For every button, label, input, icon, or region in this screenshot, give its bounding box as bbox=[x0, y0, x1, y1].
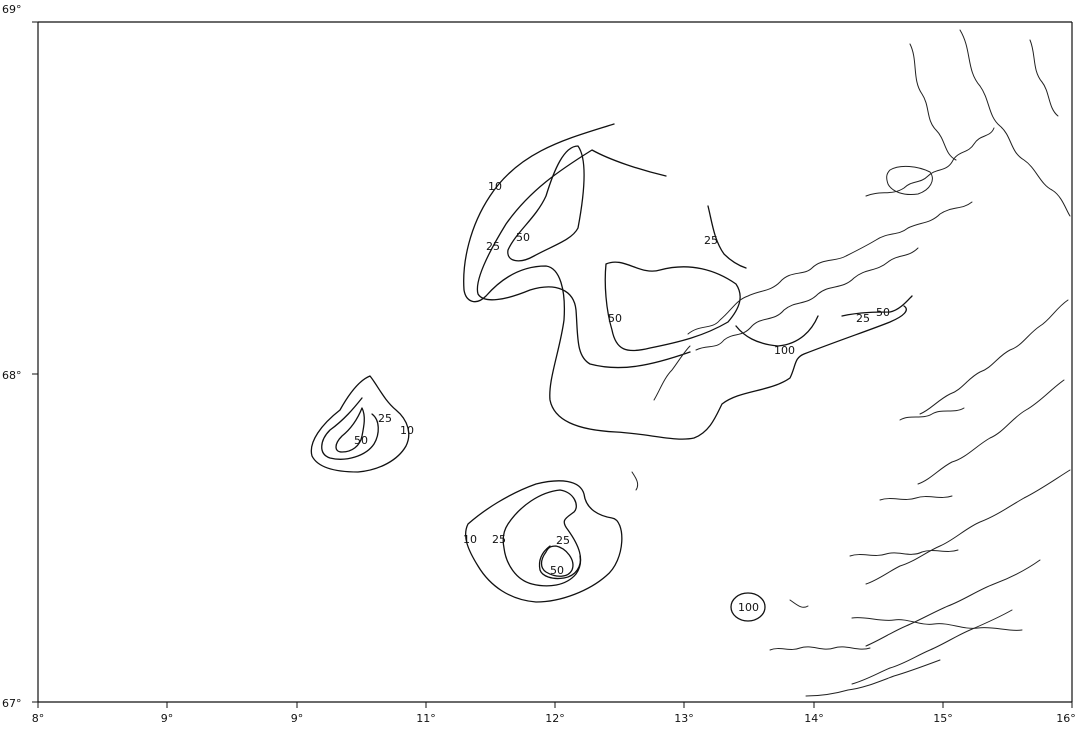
contour-25-east bbox=[707, 205, 747, 269]
contour-50-north bbox=[507, 145, 585, 262]
coastline bbox=[631, 29, 1071, 697]
x-tick-label: 14° bbox=[804, 712, 824, 725]
coast-lofoten bbox=[687, 201, 973, 335]
coast-mainland-1 bbox=[919, 299, 1069, 415]
contour-50-coast bbox=[841, 295, 913, 317]
contour-100-coast bbox=[735, 315, 819, 347]
contour-label: 25 bbox=[856, 312, 870, 325]
coast-frag-3 bbox=[789, 599, 809, 608]
contour-100-south bbox=[540, 545, 574, 577]
contour-10-north bbox=[463, 123, 907, 440]
coast-north-2 bbox=[959, 29, 1071, 217]
contour-label: 100 bbox=[738, 601, 759, 614]
coast-north-1 bbox=[909, 43, 957, 161]
contour-lines bbox=[310, 123, 913, 622]
x-tick-label: 11° bbox=[416, 712, 436, 725]
contour-label: 25 bbox=[704, 234, 718, 247]
contour-10-small bbox=[730, 592, 766, 622]
coast-frag-1 bbox=[653, 345, 691, 401]
contour-25-west bbox=[321, 397, 379, 460]
contour-10-south bbox=[464, 480, 623, 603]
y-tick-label: 69° bbox=[2, 3, 22, 16]
coast-south-1 bbox=[805, 659, 941, 697]
coast-frag-2 bbox=[631, 471, 639, 491]
contour-50-west bbox=[335, 407, 365, 453]
contour-label: 50 bbox=[608, 312, 622, 325]
contour-label: 100 bbox=[774, 344, 795, 357]
contour-label: 50 bbox=[354, 434, 368, 447]
x-tick-label: 13° bbox=[674, 712, 694, 725]
coast-frag-4 bbox=[1029, 39, 1059, 117]
tick-marks bbox=[32, 21, 1073, 708]
contour-label: 10 bbox=[400, 424, 414, 437]
contour-10-west bbox=[310, 375, 410, 473]
contour-50-middle bbox=[604, 261, 741, 352]
x-tick-label: 16° bbox=[1056, 712, 1076, 725]
coast-mid-3 bbox=[879, 495, 953, 501]
coast-mainland-4 bbox=[865, 559, 1041, 647]
coast-south-3 bbox=[769, 646, 871, 651]
coast-mainland-5 bbox=[851, 609, 1013, 685]
x-tick-label: 9° bbox=[291, 712, 304, 725]
contour-label: 10 bbox=[463, 533, 477, 546]
contour-label: 10 bbox=[488, 180, 502, 193]
x-tick-label: 9° bbox=[161, 712, 174, 725]
x-tick-label: 15° bbox=[933, 712, 953, 725]
contour-25-south bbox=[502, 489, 582, 587]
contour-label: 25 bbox=[556, 534, 570, 547]
coast-south-2 bbox=[851, 617, 1023, 631]
coast-mid-1 bbox=[849, 549, 959, 557]
coast-mainland-3 bbox=[865, 469, 1071, 585]
x-tick-label: 12° bbox=[545, 712, 565, 725]
coast-mid-2 bbox=[899, 407, 965, 421]
coast-island-1 bbox=[886, 165, 933, 195]
contour-label: 50 bbox=[876, 306, 890, 319]
y-tick-label: 67° bbox=[2, 697, 22, 710]
y-tick-label: 68° bbox=[2, 369, 22, 382]
contour-label: 50 bbox=[516, 231, 530, 244]
coast-mainland-2 bbox=[917, 379, 1065, 485]
contour-label: 50 bbox=[550, 564, 564, 577]
contour-label: 25 bbox=[492, 533, 506, 546]
contour-50-south bbox=[538, 545, 582, 580]
x-tick-label: 8° bbox=[32, 712, 45, 725]
contour-labels: 10 25 50 10 25 50 25 50 100 25 50 25 10 … bbox=[354, 180, 890, 614]
coast-islands-north bbox=[865, 127, 995, 197]
contour-label: 25 bbox=[378, 412, 392, 425]
coast-lofoten-south bbox=[695, 247, 919, 351]
contour-label: 25 bbox=[486, 240, 500, 253]
